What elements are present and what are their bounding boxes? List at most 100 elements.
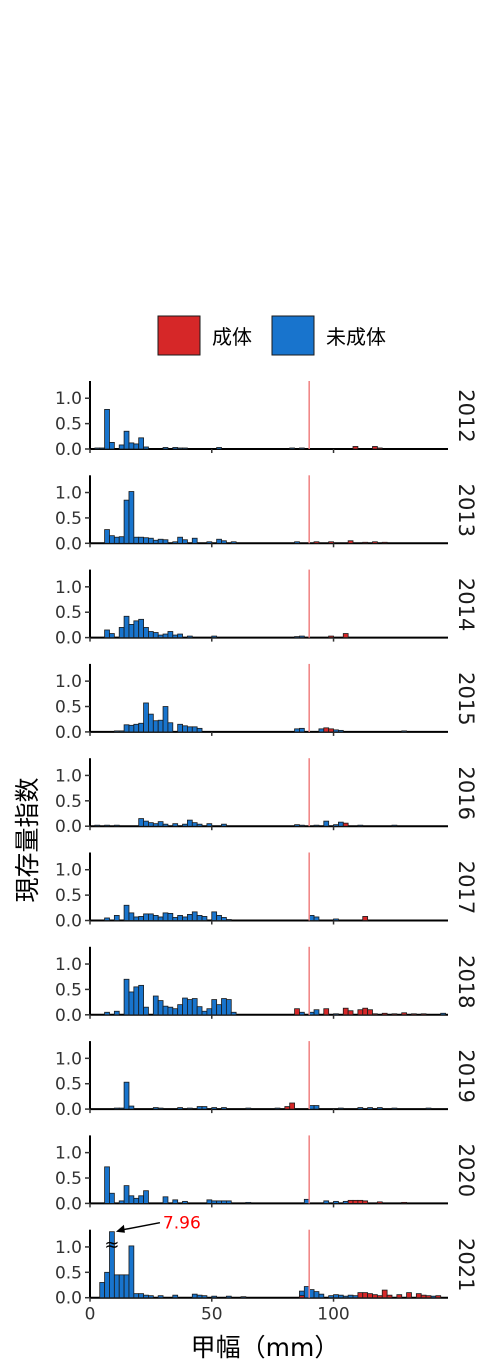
y-tick-label: 0.0 xyxy=(55,440,82,460)
bar-juvenile xyxy=(123,1274,130,1299)
bar-adult xyxy=(372,1294,378,1299)
bar-juvenile xyxy=(221,998,227,1016)
bar-juvenile xyxy=(323,820,330,827)
bar-adult xyxy=(381,541,388,544)
bar-juvenile xyxy=(128,1105,135,1110)
bar-adult xyxy=(362,541,369,544)
bar-juvenile xyxy=(138,916,144,921)
bar-juvenile xyxy=(128,624,135,639)
bar-juvenile xyxy=(206,1199,213,1204)
panel-year-label: 2017 xyxy=(454,861,478,914)
bar-juvenile xyxy=(225,1200,232,1204)
bar-juvenile xyxy=(230,541,237,544)
bar-juvenile xyxy=(177,1004,183,1016)
bar-juvenile xyxy=(187,999,193,1016)
bar-juvenile xyxy=(123,724,130,733)
panel-2013: 0.0 0.5 1.0 2013 xyxy=(55,475,478,554)
bar-adult xyxy=(435,1295,442,1299)
panel-year-label: 2020 xyxy=(454,1144,478,1197)
panel-2016: 0.0 0.5 1.0 2016 xyxy=(55,758,478,837)
bar-juvenile xyxy=(357,1107,364,1110)
bar-juvenile xyxy=(333,918,339,921)
bar-juvenile xyxy=(172,1294,179,1299)
y-tick-label: 0.0 xyxy=(55,534,82,554)
x-axis: 0 50 100 xyxy=(85,1305,350,1325)
bar-juvenile xyxy=(221,823,227,827)
bar-juvenile xyxy=(143,1294,149,1299)
bar-juvenile xyxy=(177,447,183,450)
bar-juvenile xyxy=(162,706,169,733)
bar-adult xyxy=(347,540,354,544)
bar-juvenile xyxy=(191,911,198,921)
bar-juvenile xyxy=(162,912,169,921)
bar-juvenile xyxy=(177,915,183,921)
bar-juvenile xyxy=(211,1200,218,1204)
bar-juvenile xyxy=(323,1200,330,1204)
bar-juvenile xyxy=(172,1199,179,1204)
bar-juvenile xyxy=(157,1295,164,1299)
bar-juvenile xyxy=(143,446,149,450)
bar-juvenile xyxy=(357,824,364,827)
bar-juvenile xyxy=(216,1200,222,1204)
y-tick-label: 1.0 xyxy=(55,672,82,692)
bar-juvenile xyxy=(347,1294,354,1299)
bar-juvenile xyxy=(216,1004,222,1016)
bar-adult xyxy=(401,1201,407,1204)
bar-juvenile xyxy=(104,917,110,921)
bar-juvenile xyxy=(123,615,130,638)
bar-juvenile xyxy=(177,536,183,544)
bar-juvenile xyxy=(113,536,120,544)
bar-juvenile xyxy=(152,915,159,921)
bar-juvenile xyxy=(201,1106,208,1110)
bar-juvenile xyxy=(425,1107,432,1110)
bar-juvenile xyxy=(172,541,179,544)
bar-juvenile xyxy=(148,631,154,638)
bar-adult xyxy=(386,1294,393,1299)
bar-juvenile xyxy=(313,1009,320,1016)
bar-adult xyxy=(367,1009,373,1016)
bar-juvenile xyxy=(143,537,149,544)
bar-juvenile xyxy=(221,540,227,544)
y-tick-label: 1.0 xyxy=(55,861,82,881)
bar-juvenile xyxy=(162,1196,169,1204)
bar-juvenile xyxy=(143,820,149,827)
bar-adult xyxy=(381,1012,388,1016)
bar-juvenile xyxy=(177,723,183,733)
bar-juvenile xyxy=(162,539,169,544)
bar-juvenile xyxy=(430,1295,437,1299)
x-tick-label: 100 xyxy=(317,1305,349,1325)
bar-adult xyxy=(411,1013,417,1016)
panel-year-label: 2014 xyxy=(454,578,478,631)
bar-juvenile xyxy=(313,824,320,827)
bar-juvenile xyxy=(201,1010,208,1016)
bar-adult xyxy=(289,1102,295,1110)
bar-juvenile xyxy=(133,1197,140,1204)
bar-adult xyxy=(328,728,334,733)
bar-juvenile xyxy=(187,819,193,827)
bar-juvenile xyxy=(342,1295,349,1299)
bar-adult xyxy=(294,1008,300,1016)
bar-juvenile xyxy=(342,1200,349,1204)
bar-juvenile xyxy=(152,995,159,1016)
y-tick-label: 0.0 xyxy=(55,912,82,932)
bar-juvenile xyxy=(123,1081,130,1110)
bar-adult xyxy=(372,541,378,544)
panel-2018: 0.0 0.5 1.0 2018 xyxy=(55,946,478,1026)
bar-adult xyxy=(391,1013,398,1016)
bar-juvenile xyxy=(143,702,149,733)
bar-juvenile xyxy=(367,1107,373,1110)
bar-juvenile xyxy=(167,1006,174,1016)
bar-adult xyxy=(357,1292,364,1299)
bar-juvenile xyxy=(318,728,325,733)
bar-juvenile xyxy=(152,632,159,638)
bar-juvenile xyxy=(133,443,140,450)
y-tick-label: 0.5 xyxy=(55,1075,82,1095)
bar-juvenile xyxy=(201,916,208,921)
bar-juvenile xyxy=(338,729,344,733)
bar-juvenile xyxy=(157,1000,164,1016)
bar-juvenile xyxy=(152,823,159,827)
bar-juvenile xyxy=(245,1107,252,1110)
bar-juvenile xyxy=(138,818,144,827)
bar-juvenile xyxy=(187,1107,193,1110)
bar-juvenile xyxy=(94,824,101,827)
